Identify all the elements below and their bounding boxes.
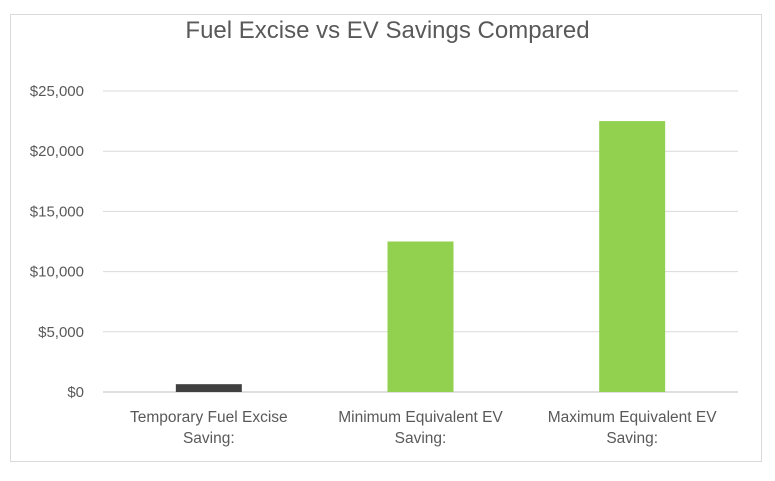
y-axis-ticks: $0 $5,000 $10,000 $15,000 $20,000 $25,000: [30, 83, 84, 401]
x-category-label: Minimum Equivalent EV: [338, 409, 503, 426]
bar: [387, 241, 454, 392]
y-tick-label: $25,000: [30, 83, 84, 100]
bar: [175, 384, 242, 392]
bars: [175, 121, 666, 392]
y-tick-label: $10,000: [30, 264, 84, 281]
y-tick-label: $0: [67, 384, 84, 401]
y-tick-label: $5,000: [38, 324, 84, 341]
x-category-label: Saving:: [395, 430, 447, 447]
x-axis-categories: Temporary Fuel Excise Saving: Minimum Equi…: [130, 409, 717, 447]
bar: [599, 121, 666, 392]
x-category-label: Temporary Fuel Excise: [130, 409, 288, 426]
x-category-label: Maximum Equivalent EV: [548, 409, 718, 426]
y-tick-label: $15,000: [30, 203, 84, 220]
x-category-label: Saving:: [606, 430, 658, 447]
y-tick-label: $20,000: [30, 143, 84, 160]
chart-title: Fuel Excise vs EV Savings Compared: [185, 17, 590, 44]
x-category-label: Saving:: [183, 430, 235, 447]
